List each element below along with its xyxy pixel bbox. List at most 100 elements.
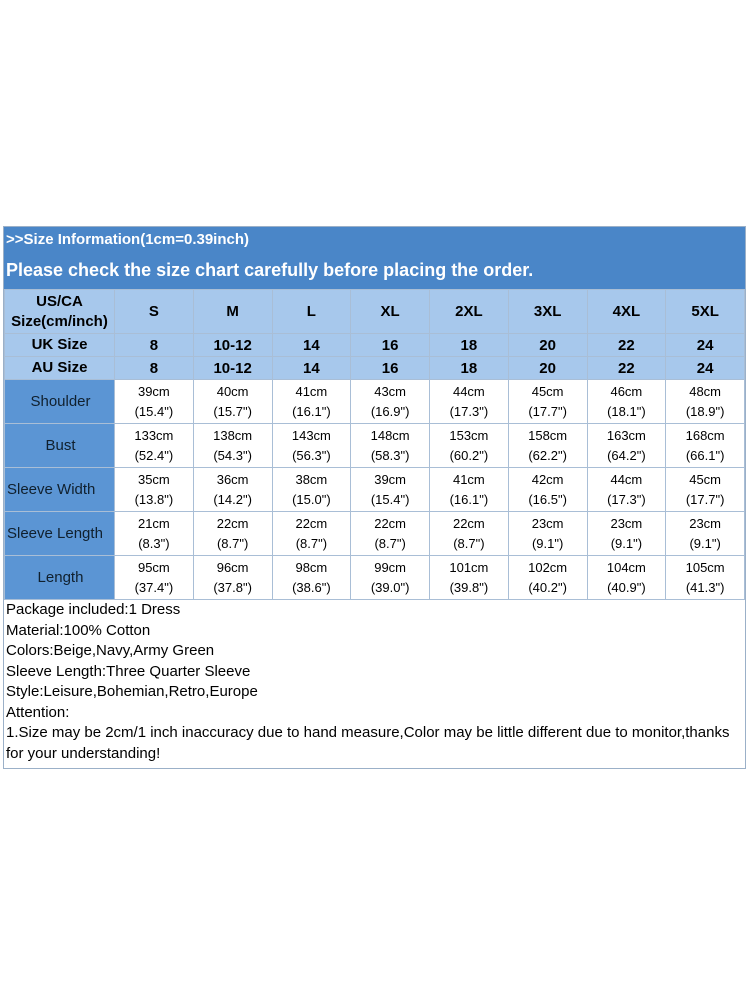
measurement-cm: 44cm (452, 383, 485, 399)
measurement-cm: 138cm (213, 427, 253, 443)
size-cell: XL (350, 289, 430, 334)
measurement-cell: 44cm (17.3") (429, 379, 509, 424)
size-cell: 5XL (665, 289, 745, 334)
measurement-cm: 96cm (216, 559, 249, 575)
measurement-inch: (58.3") (370, 447, 410, 463)
measurement-cell: 22cm (8.7") (429, 511, 509, 556)
measurement-cell: 98cm (38.6") (271, 555, 352, 600)
measurement-row: Bust 133cm (52.4") 138cm (54.3") 143cm (56.3")… (4, 423, 745, 468)
measurement-cm: 158cm (528, 427, 568, 443)
measurement-cm: 23cm (531, 515, 564, 531)
measurement-cm: 22cm (452, 515, 485, 531)
uk-size-cell: 24 (665, 333, 745, 357)
measurement-cell: 46cm (18.1") (586, 379, 667, 424)
measurement-inch: (15.4") (370, 491, 410, 507)
measurement-cell: 45cm (17.7") (507, 379, 588, 424)
uk-size-cell: 16 (350, 333, 430, 357)
size-table: US/CA Size(cm/inch) S M L XL 2XL 3XL 4XL 5XL UK Si… (4, 289, 745, 600)
uk-size-cell: 10-12 (192, 333, 273, 357)
uk-size-cell: 8 (114, 333, 194, 357)
au-size-cell: 16 (350, 356, 430, 380)
measurement-cm: 40cm (216, 383, 249, 399)
au-size-cell: 24 (665, 356, 745, 380)
measurement-inch: (17.3") (607, 491, 646, 507)
measurement-cell: 40cm (15.7") (192, 379, 273, 424)
measurement-cell: 21cm (8.3") (114, 511, 194, 556)
measurement-cell: 101cm (39.8") (429, 555, 509, 600)
measurement-cell: 148cm (58.3") (350, 423, 430, 468)
measurement-cell: 133cm (52.4") (114, 423, 194, 468)
measurement-inch: (15.7") (213, 403, 252, 419)
measurement-cm: 99cm (374, 559, 407, 575)
measurement-cm: 39cm (374, 471, 407, 487)
measurement-cm: 168cm (685, 427, 725, 443)
au-size-cell: 8 (114, 356, 194, 380)
size-cell: 4XL (586, 289, 667, 334)
measurement-inch: (39.0") (370, 579, 410, 595)
measurement-cell: 99cm (39.0") (350, 555, 430, 600)
measurement-cm: 36cm (216, 471, 249, 487)
measurement-inch: (8.7") (216, 535, 249, 551)
measurement-inch: (41.3") (685, 579, 725, 595)
measurement-inch: (8.7") (295, 535, 328, 551)
measurement-cell: 45cm (17.7") (665, 467, 745, 512)
size-info-header: >>Size Information(1cm=0.39inch) (4, 227, 745, 253)
measurement-cell: 22cm (8.7") (192, 511, 273, 556)
measurement-cm: 22cm (216, 515, 249, 531)
measurement-inch: (18.9") (685, 403, 725, 419)
measurement-cell: 153cm (60.2") (429, 423, 509, 468)
info-line: Attention: (6, 703, 70, 721)
info-line: Style:Leisure,Bohemian,Retro,Europe (6, 683, 258, 700)
measurement-cell: 41cm (16.1") (271, 379, 352, 424)
measurement-label: Shoulder (4, 379, 115, 424)
measurement-row: Shoulder 39cm (15.4") 40cm (15.7") 41cm (16.1"… (4, 379, 745, 424)
measurement-cm: 39cm (137, 383, 170, 399)
measurement-cell: 22cm (8.7") (350, 511, 430, 556)
size-row-label-line: Size(cm/inch) (11, 312, 108, 330)
measurement-cell: 39cm (15.4") (350, 467, 430, 512)
info-line: Colors:Beige,Navy,Army Green (6, 642, 215, 659)
measurement-inch: (9.1") (610, 535, 643, 551)
measurement-cell: 44cm (17.3") (586, 467, 667, 512)
measurement-cell: 163cm (64.2") (586, 423, 667, 468)
measurement-cell: 104cm (40.9") (586, 555, 667, 600)
measurement-cm: 35cm (137, 471, 170, 487)
measurement-cm: 98cm (295, 559, 328, 575)
measurement-inch: (38.6") (292, 579, 331, 595)
measurement-inch: (52.4") (134, 447, 174, 463)
measurement-cm: 143cm (291, 427, 331, 443)
measurement-cell: 38cm (15.0") (271, 467, 352, 512)
measurement-cm: 38cm (295, 471, 328, 487)
measurement-row: Sleeve Width 35cm (13.8") 36cm (14.2") 38cm (1… (4, 467, 745, 512)
measurement-cm: 153cm (449, 427, 489, 443)
size-cell: M (192, 289, 273, 334)
measurement-cm: 163cm (606, 427, 646, 443)
uk-size-cell: 22 (586, 333, 667, 357)
measurement-cell: 41cm (16.1") (429, 467, 509, 512)
measurement-cell: 39cm (15.4") (114, 379, 194, 424)
uk-size-row: UK Size 8 10-12 14 16 18 20 22 24 (4, 333, 745, 357)
measurement-cell: 23cm (9.1") (586, 511, 667, 556)
measurement-inch: (64.2") (607, 447, 646, 463)
measurement-inch: (16.1") (449, 491, 489, 507)
measurement-inch: (40.2") (528, 579, 567, 595)
measurement-inch: (39.8") (449, 579, 489, 595)
measurement-cm: 45cm (689, 471, 722, 487)
measurement-cell: 168cm (66.1") (665, 423, 745, 468)
measurement-cm: 148cm (370, 427, 410, 443)
measurement-cell: 158cm (62.2") (507, 423, 588, 468)
size-header-row: US/CA Size(cm/inch) S M L XL 2XL 3XL 4XL 5XL (4, 289, 745, 334)
measurement-cell: 23cm (9.1") (507, 511, 588, 556)
au-size-cell: 14 (271, 356, 352, 380)
au-size-cell: 18 (429, 356, 509, 380)
info-line: Sleeve Length:Three Quarter Sleeve (6, 662, 251, 680)
size-row-label-line: US/CA (36, 292, 83, 310)
measurement-cell: 48cm (18.9") (665, 379, 745, 424)
measurement-label: Bust (4, 423, 115, 468)
measurement-inch: (17.7") (685, 491, 725, 507)
measurement-cm: 22cm (374, 515, 407, 531)
measurement-cm: 23cm (689, 515, 722, 531)
measurement-inch: (54.3") (213, 447, 252, 463)
measurement-cm: 41cm (295, 383, 328, 399)
measurement-inch: (13.8") (134, 491, 174, 507)
